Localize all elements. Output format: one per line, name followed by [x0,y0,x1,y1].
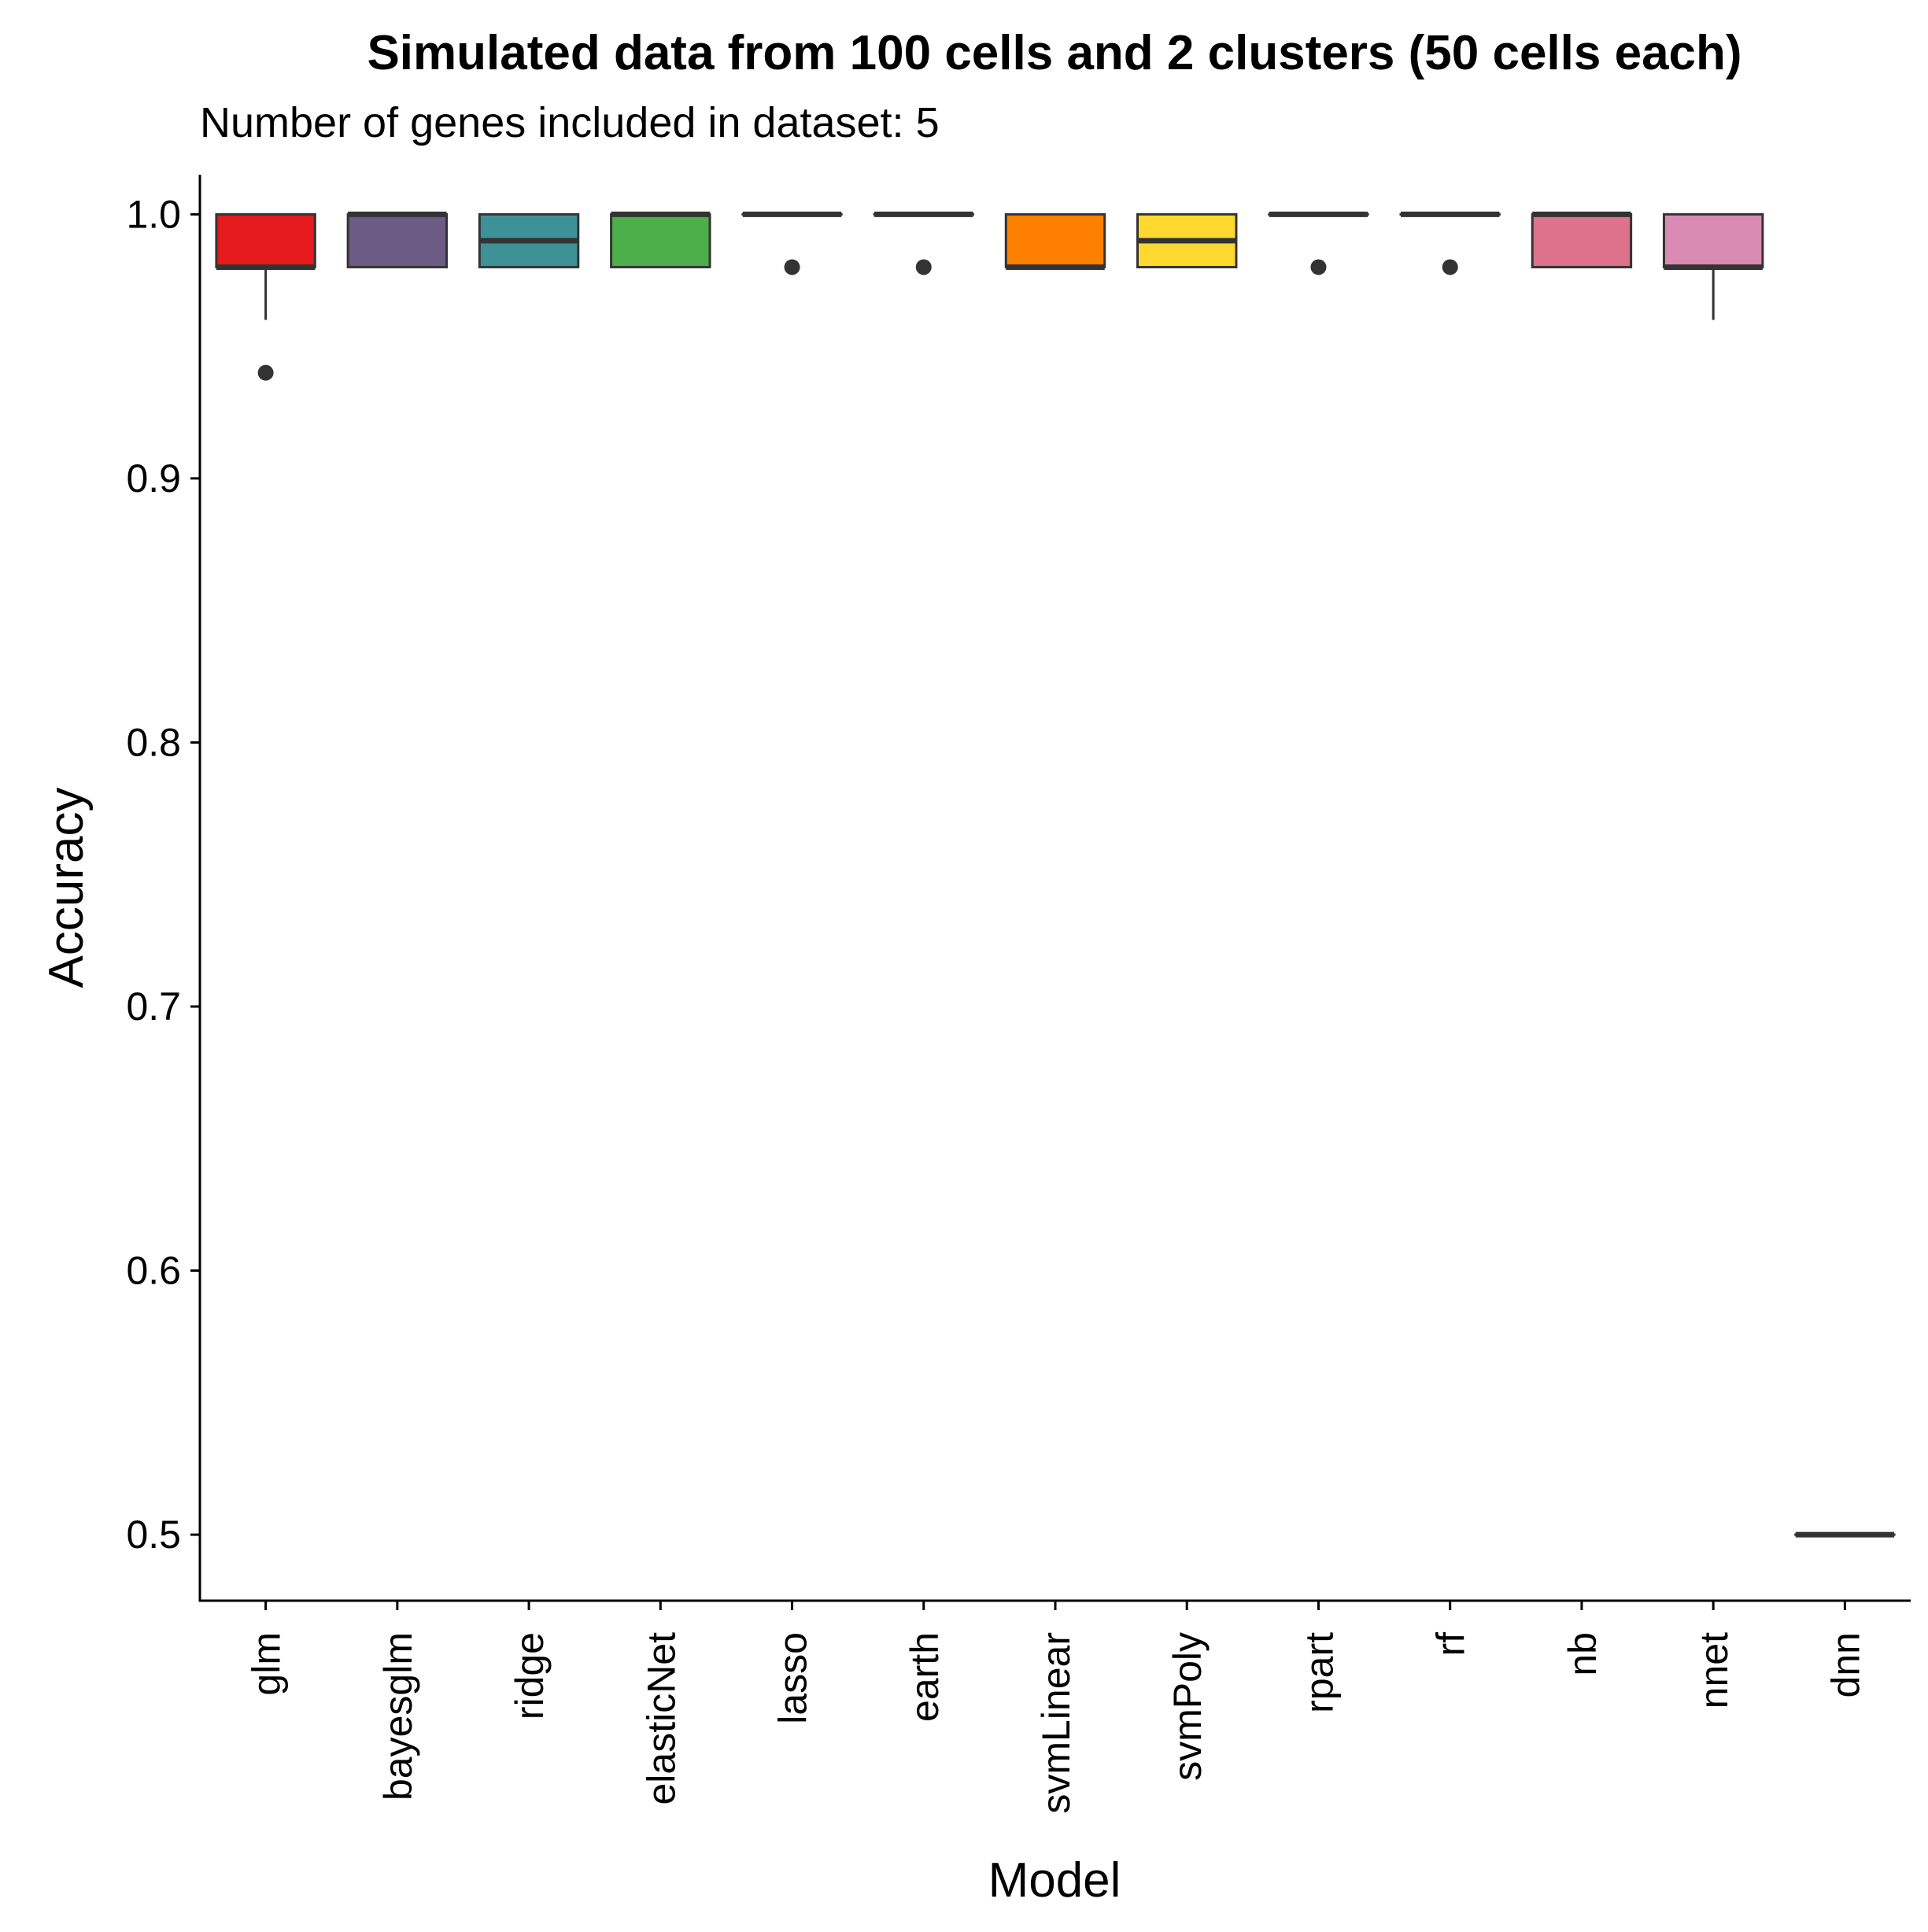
box-elasticNet [611,214,710,267]
x-tick-label: nnet [1692,1632,1736,1709]
box-glm [216,214,315,267]
y-tick-label: 0.6 [126,1249,181,1293]
box-nb [1532,214,1631,267]
x-tick-label: rf [1429,1632,1473,1657]
y-tick-label: 1.0 [126,192,181,236]
y-tick-label: 0.7 [126,984,181,1029]
box-bayesglm [348,214,446,267]
chart-subtitle: Number of genes included in dataset: 5 [200,99,940,146]
outlier-point [916,259,932,275]
outlier-point [1442,259,1458,275]
y-tick-label: 0.9 [126,456,181,501]
box-svmLinear [1006,214,1104,267]
plot-marks [216,214,1894,1535]
y-axis-title: Accuracy [39,788,94,988]
chart-title: Simulated data from 100 cells and 2 clus… [367,26,1741,80]
x-tick-label: lasso [771,1632,815,1724]
axes: 0.5 0.6 0.7 0.8 0.9 1.0 glm bayesglm ridge elasti… [126,175,1911,1814]
x-tick-label: dnn [1823,1632,1867,1697]
box-nnet [1664,214,1762,267]
outlier-point [258,365,274,381]
x-tick-label: nb [1560,1632,1605,1676]
x-axis-title: Model [988,1853,1121,1908]
x-tick-label: svmLinear [1034,1632,1078,1814]
x-tick-label: rpart [1297,1632,1341,1713]
y-tick-label: 0.8 [126,720,181,764]
outlier-point [1310,259,1326,275]
x-tick-label: bayesglm [376,1632,420,1801]
x-tick-label: glm [245,1632,289,1696]
x-tick-label: svmPoly [1165,1632,1210,1781]
x-tick-label: elasticNet [639,1632,683,1805]
outlier-point [785,259,800,275]
y-tick-label: 0.5 [126,1513,181,1557]
x-tick-label: earth [903,1632,947,1722]
x-tick-label: ridge [508,1632,552,1720]
